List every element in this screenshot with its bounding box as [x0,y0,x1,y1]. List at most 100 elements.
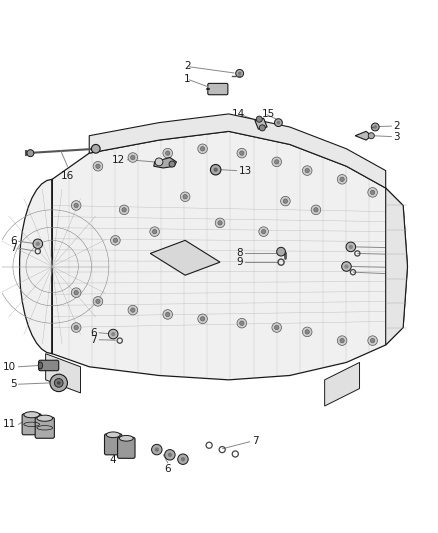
Circle shape [305,168,309,173]
Circle shape [96,164,100,168]
Polygon shape [386,188,407,345]
Circle shape [368,133,374,139]
Circle shape [201,317,205,321]
Circle shape [210,165,221,175]
Ellipse shape [24,411,39,418]
Circle shape [371,338,375,343]
Circle shape [169,161,175,167]
Circle shape [152,229,157,234]
Circle shape [275,325,279,330]
Circle shape [109,329,118,339]
Ellipse shape [38,362,42,369]
Circle shape [74,203,78,208]
Circle shape [93,161,103,171]
Circle shape [50,374,67,392]
Polygon shape [150,240,220,275]
Circle shape [35,241,40,246]
Polygon shape [355,131,372,140]
Circle shape [180,192,190,201]
Circle shape [111,236,120,245]
Text: 8: 8 [236,247,243,257]
Text: 14: 14 [232,109,245,119]
Text: 10: 10 [4,362,17,372]
Text: 12: 12 [112,155,125,165]
Circle shape [128,305,138,315]
Circle shape [178,454,188,464]
Circle shape [27,150,34,157]
Circle shape [113,238,117,243]
Circle shape [122,208,126,212]
Circle shape [96,299,100,304]
Circle shape [165,450,175,460]
Text: 7: 7 [252,436,258,446]
Circle shape [272,157,282,167]
Polygon shape [89,114,386,188]
Circle shape [198,144,207,154]
Circle shape [371,190,375,195]
Circle shape [166,312,170,317]
Circle shape [74,290,78,295]
Circle shape [155,447,159,452]
Text: 7: 7 [393,249,400,259]
Circle shape [240,151,244,155]
Circle shape [340,338,344,343]
Circle shape [261,229,266,234]
Circle shape [346,242,356,252]
Circle shape [302,327,312,337]
Circle shape [337,336,347,345]
Circle shape [57,381,60,385]
Polygon shape [46,354,81,393]
Circle shape [337,174,347,184]
Text: 11: 11 [3,419,17,429]
Text: 3: 3 [393,132,400,142]
Circle shape [128,153,138,163]
Circle shape [155,158,163,166]
Circle shape [374,125,377,129]
Text: 16: 16 [61,171,74,181]
Circle shape [131,308,135,312]
Ellipse shape [37,415,53,421]
Circle shape [152,445,162,455]
Circle shape [119,205,129,215]
Circle shape [181,457,185,462]
Circle shape [198,314,207,324]
Circle shape [71,200,81,210]
Circle shape [368,188,378,197]
Ellipse shape [106,432,120,438]
Circle shape [259,227,268,237]
Circle shape [54,378,63,387]
Circle shape [111,332,115,336]
Circle shape [342,262,351,271]
Circle shape [283,199,288,203]
Circle shape [311,205,321,215]
Polygon shape [20,131,407,380]
Circle shape [183,195,187,199]
Circle shape [213,167,218,172]
FancyBboxPatch shape [22,414,41,435]
Text: 7: 7 [393,269,400,279]
Circle shape [33,239,42,248]
Circle shape [150,227,159,237]
Circle shape [201,147,205,151]
Text: 6: 6 [393,262,400,272]
Text: 6: 6 [164,464,171,474]
Text: 1: 1 [184,74,191,84]
Circle shape [277,121,280,124]
Circle shape [275,160,279,164]
Circle shape [305,330,309,334]
Polygon shape [255,118,267,129]
Circle shape [218,221,222,225]
Circle shape [163,310,173,319]
Text: 7: 7 [10,243,17,253]
Circle shape [302,166,312,175]
Circle shape [215,218,225,228]
Polygon shape [325,362,360,406]
Ellipse shape [119,435,133,441]
Circle shape [166,151,170,155]
FancyBboxPatch shape [117,438,135,458]
Polygon shape [154,158,177,168]
Text: 2: 2 [184,61,191,71]
Circle shape [238,71,241,75]
Circle shape [277,247,286,256]
Text: 6: 6 [393,243,400,253]
